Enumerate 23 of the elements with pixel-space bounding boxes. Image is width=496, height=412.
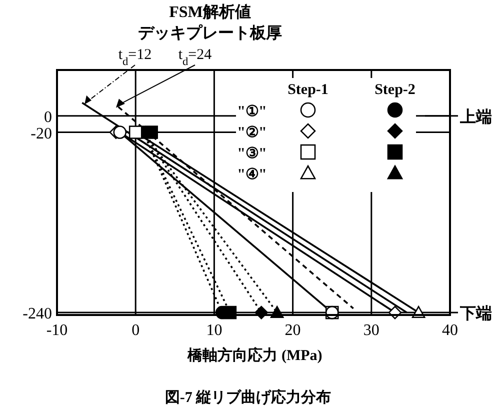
text: 上端 bbox=[459, 108, 492, 126]
y-tick-label: 0 bbox=[44, 108, 52, 126]
text: FSM解析値 bbox=[169, 3, 251, 21]
legend-label: "③" bbox=[237, 146, 267, 162]
y-tick-label: -20 bbox=[30, 125, 52, 142]
x-tick-label: 30 bbox=[363, 322, 380, 339]
text: デッキプレート板厚 bbox=[138, 24, 282, 42]
x-tick-label: 40 bbox=[442, 322, 458, 339]
x-axis-title: 橋軸方向応力 (MPa) bbox=[186, 346, 322, 364]
annotation: Step-1 bbox=[288, 82, 328, 98]
y-tick-label: -240 bbox=[22, 306, 52, 323]
annotation: t$_{d}$=12 bbox=[118, 47, 152, 68]
legend-label: "④" bbox=[237, 167, 267, 183]
x-tick-label: 0 bbox=[132, 322, 140, 339]
annotation: Step-2 bbox=[374, 82, 416, 98]
x-tick-label: 10 bbox=[206, 322, 222, 339]
text: 図-7 縦リブ曲げ応力分布 bbox=[164, 388, 332, 406]
x-tick-label: -10 bbox=[46, 322, 68, 339]
legend-label: "①" bbox=[237, 104, 267, 120]
x-tick-label: 20 bbox=[284, 322, 301, 339]
annotation: t$_{d}$=24 bbox=[178, 47, 212, 68]
text: 下端 bbox=[459, 304, 492, 323]
legend-label: "②" bbox=[237, 125, 267, 141]
